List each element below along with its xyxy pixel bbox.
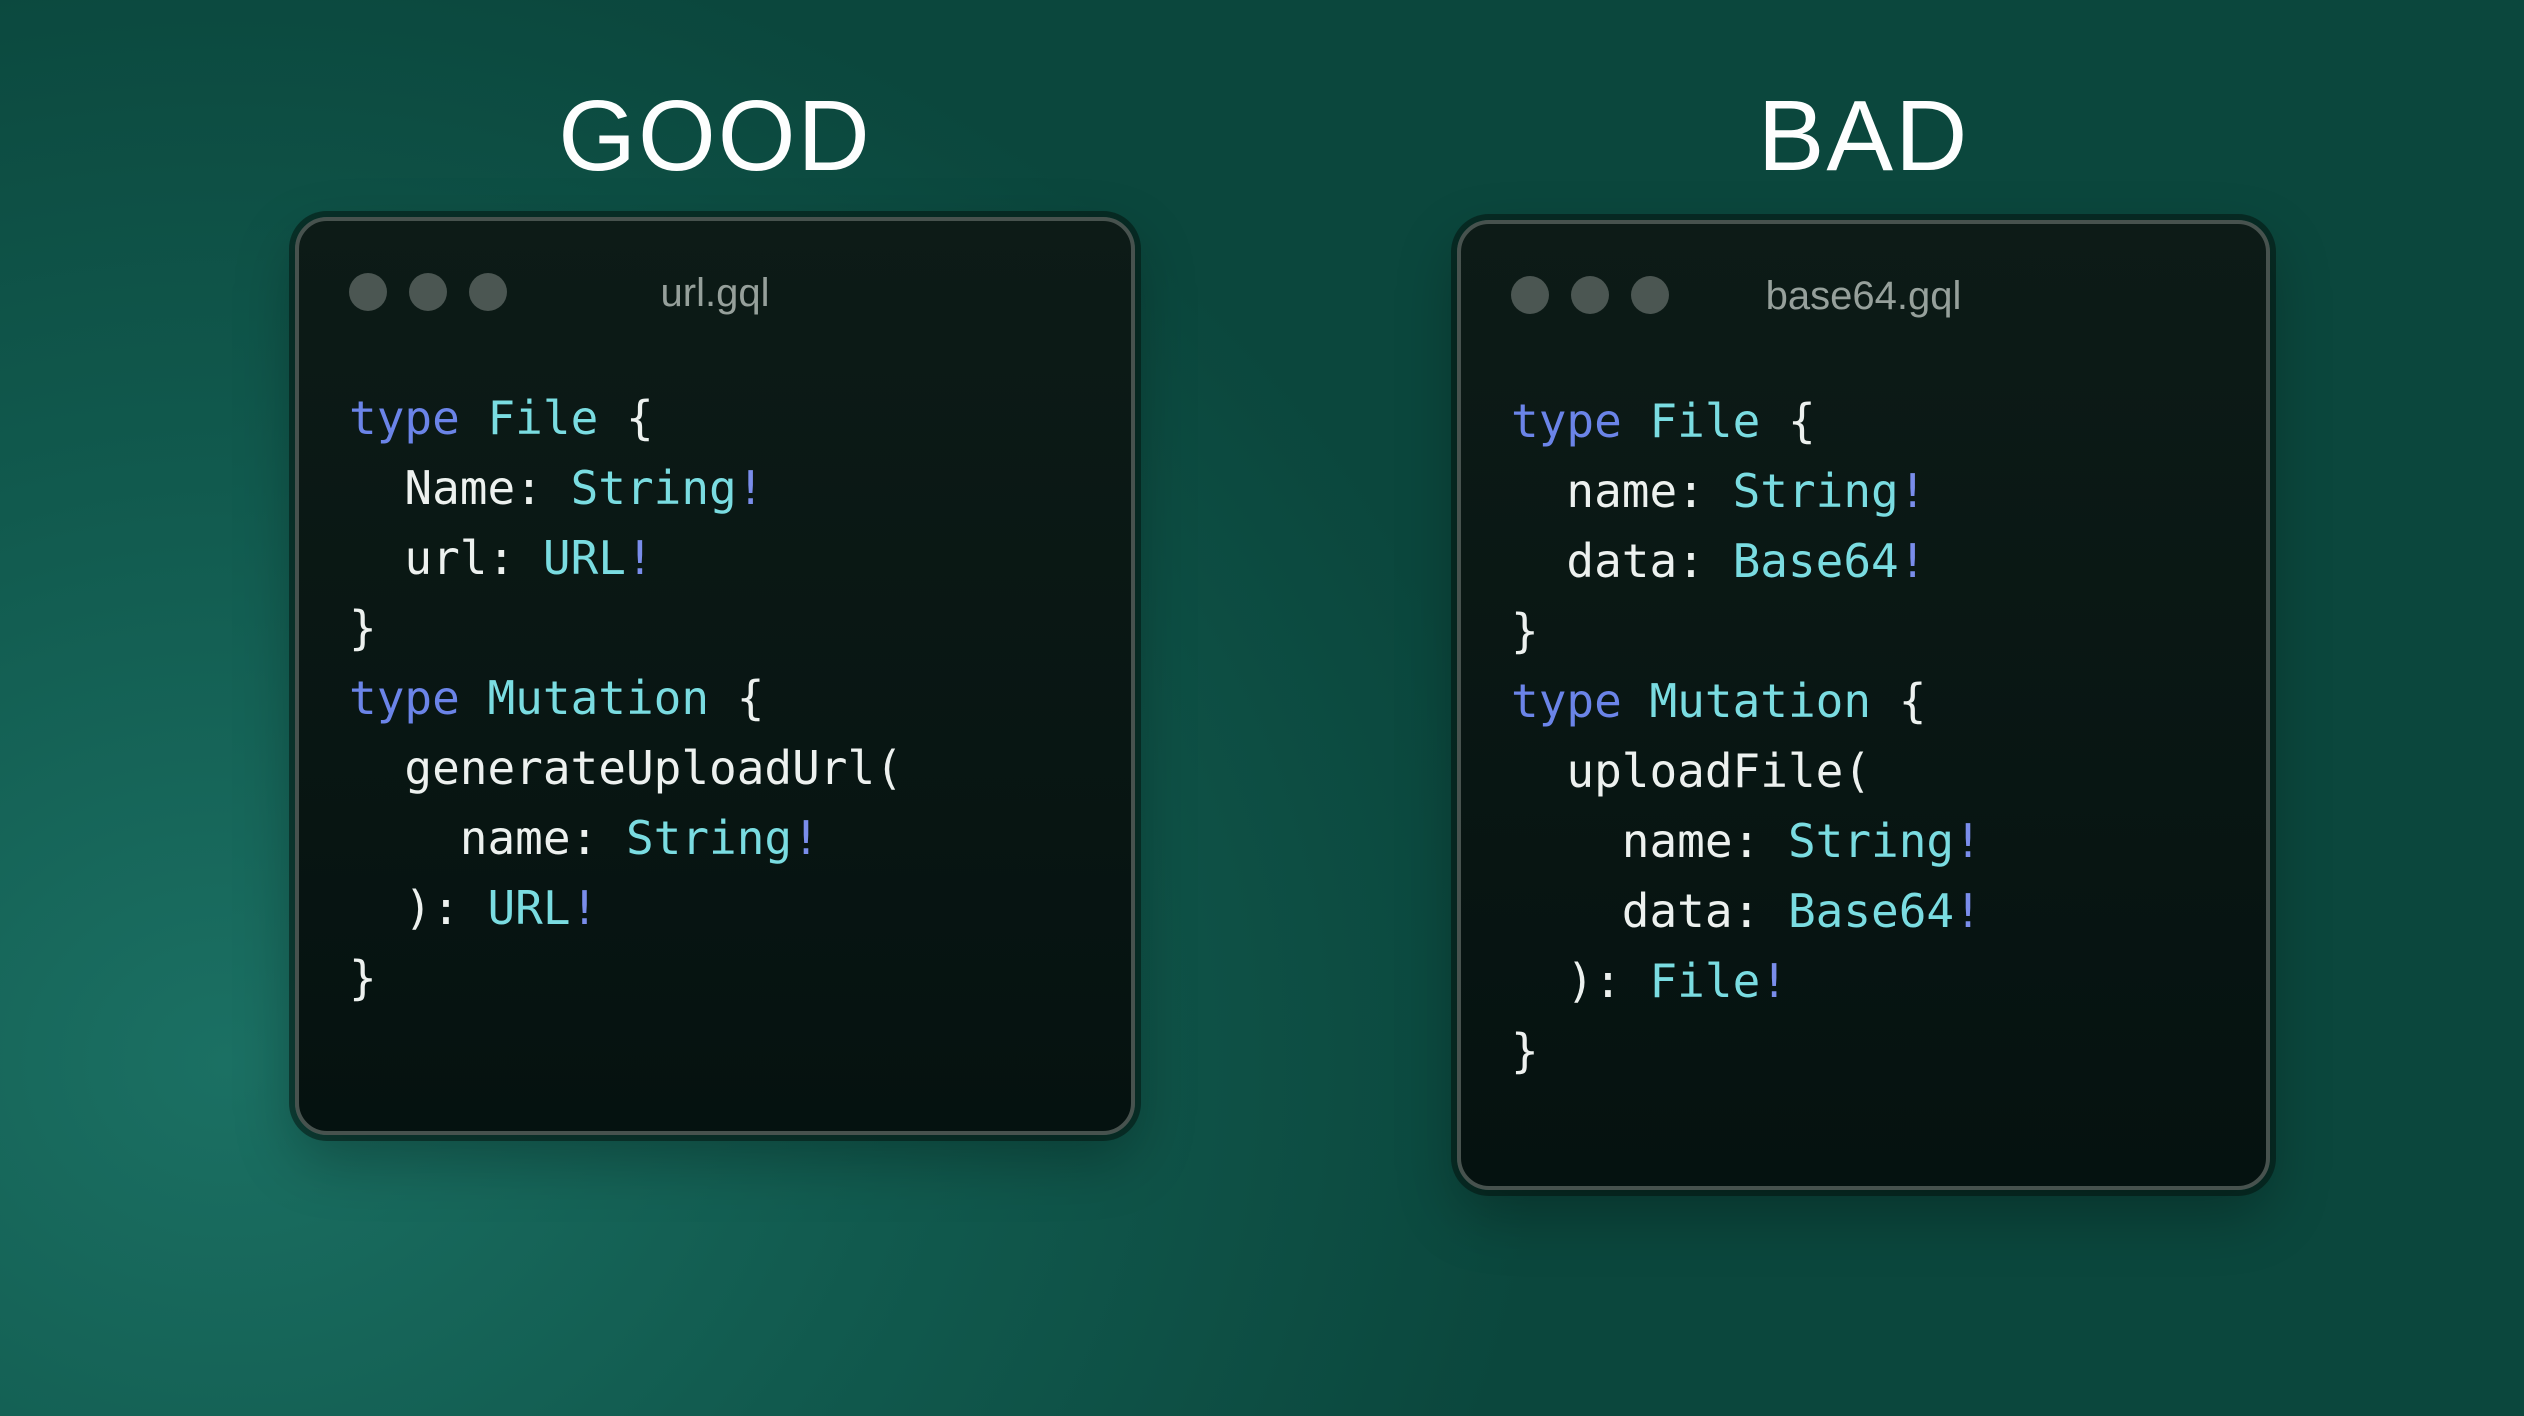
code-line: type Mutation { xyxy=(349,671,765,725)
panel-bad: BAD base64.gql type File { name: String!… xyxy=(1457,86,2270,1190)
code-window-url: url.gql type File { Name: String! url: U… xyxy=(295,217,1135,1135)
code-line: } xyxy=(349,951,377,1005)
code-editor-good: type File { Name: String! url: URL!} type… xyxy=(299,221,1131,1013)
code-line: ): File! xyxy=(1511,954,1788,1008)
code-line: } xyxy=(349,601,377,655)
code-line: name: String! xyxy=(349,811,820,865)
code-line: data: Base64! xyxy=(1511,534,1927,588)
code-line: data: Base64! xyxy=(1511,884,1982,938)
window-control-dot-icon[interactable] xyxy=(349,273,387,311)
window-control-dot-icon[interactable] xyxy=(469,273,507,311)
code-line: generateUploadUrl( xyxy=(349,741,903,795)
code-line: uploadFile( xyxy=(1511,744,1872,798)
code-editor-bad: type File { name: String! data: Base64!}… xyxy=(1461,224,2266,1086)
window-control-dot-icon[interactable] xyxy=(1571,276,1609,314)
window-control-dot-icon[interactable] xyxy=(1511,276,1549,314)
verdict-label-good: GOOD xyxy=(558,80,872,192)
code-line: name: String! xyxy=(1511,814,1982,868)
window-control-dot-icon[interactable] xyxy=(1631,276,1669,314)
window-controls xyxy=(1511,276,1669,314)
code-line: type Mutation { xyxy=(1511,674,1927,728)
window-title: base64.gql xyxy=(1765,274,1962,318)
code-line: url: URL! xyxy=(349,531,654,585)
code-line: name: String! xyxy=(1511,464,1927,518)
code-window-base64: base64.gql type File { name: String! dat… xyxy=(1457,220,2270,1190)
window-control-dot-icon[interactable] xyxy=(409,273,447,311)
window-title: url.gql xyxy=(660,271,770,315)
window-controls xyxy=(349,273,507,311)
verdict-label-bad: BAD xyxy=(1757,80,1970,192)
code-line: Name: String! xyxy=(349,461,765,515)
code-line: } xyxy=(1511,604,1539,658)
code-line: ): URL! xyxy=(349,881,599,935)
panel-good: GOOD url.gql type File { Name: String! u… xyxy=(295,86,1135,1135)
code-line: type File { xyxy=(349,391,654,445)
code-line: } xyxy=(1511,1024,1539,1078)
code-line: type File { xyxy=(1511,394,1816,448)
